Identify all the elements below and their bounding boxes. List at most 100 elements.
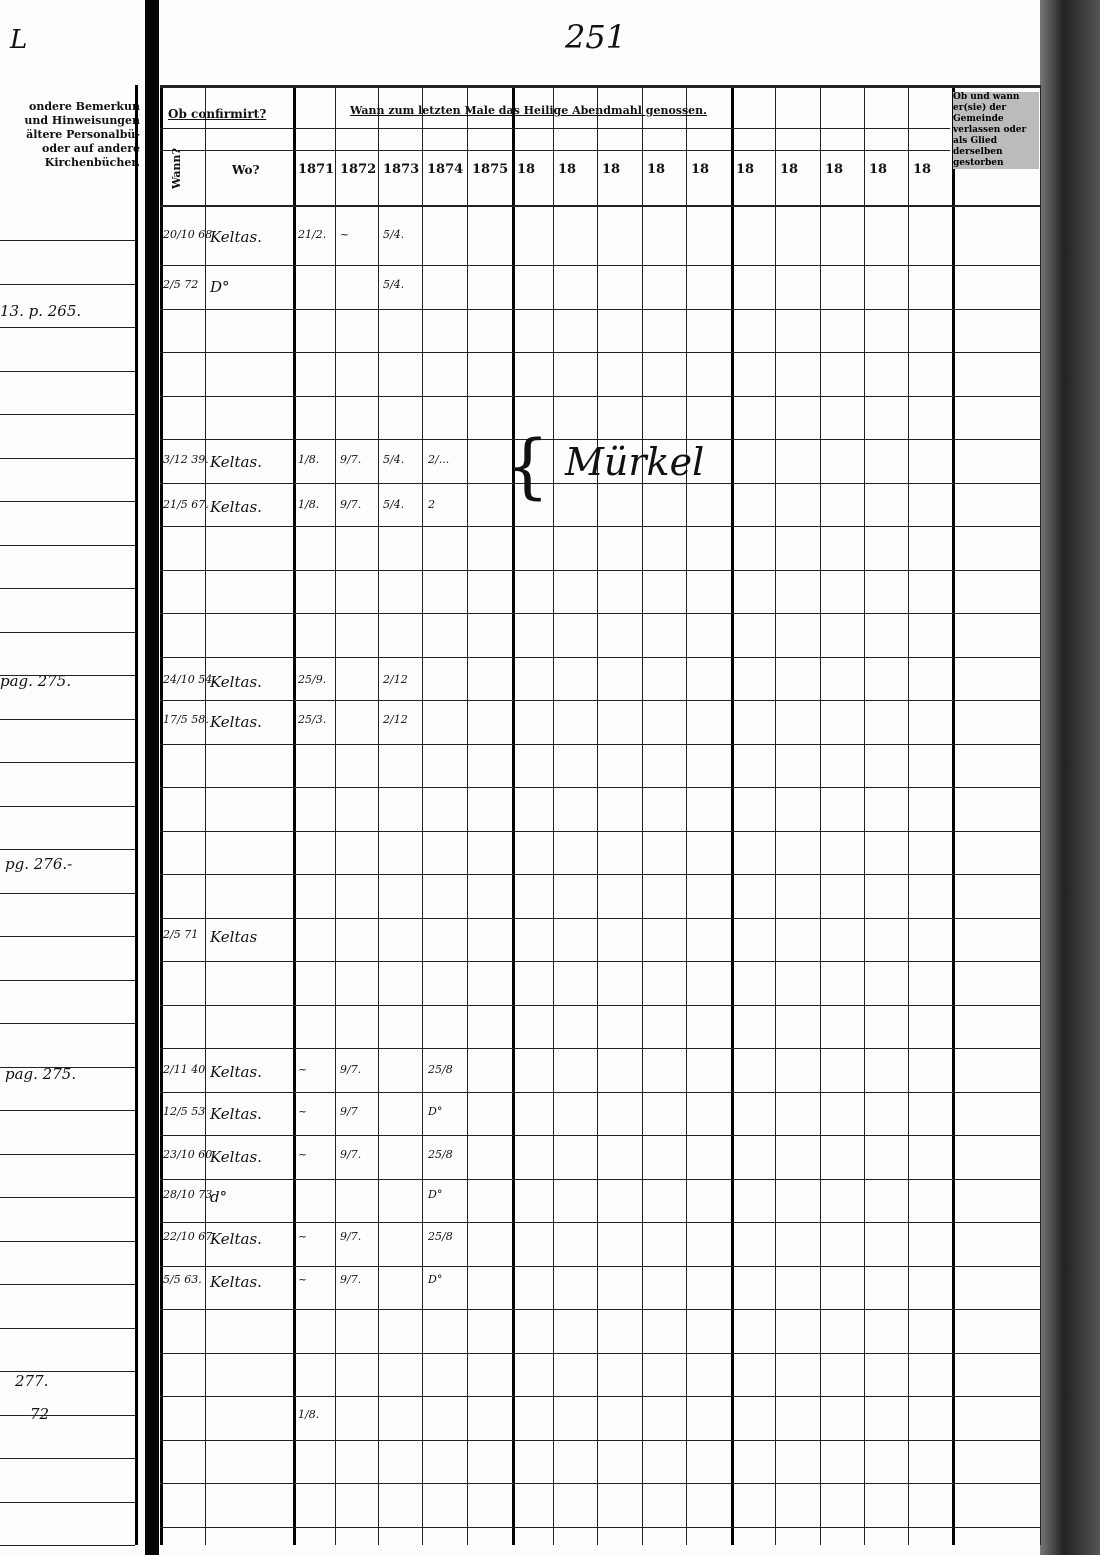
year-column-header: 18 — [647, 162, 666, 177]
confirmation-place: Keltas. — [210, 673, 262, 691]
left-row-line — [0, 327, 135, 328]
row-line — [160, 439, 1040, 440]
row-line — [160, 700, 1040, 701]
row-line — [160, 787, 1040, 788]
left-row-line — [0, 1197, 135, 1198]
grid-column-line — [642, 85, 643, 1545]
left-row-line — [0, 1067, 135, 1068]
confirmation-date: 23/10 60. — [163, 1148, 216, 1161]
header-rule — [160, 205, 1040, 207]
left-row-line — [0, 1371, 135, 1372]
communion-date: ~ — [298, 1230, 308, 1243]
confirmation-place: Keltas. — [210, 1230, 262, 1248]
left-row-line — [0, 675, 135, 676]
confirmation-place: Keltas. — [210, 1273, 262, 1291]
left-congregation-header: Ob und wann er(sie) der Gemeinde verlass… — [953, 92, 1039, 169]
year-column-header: 1873 — [383, 162, 420, 177]
confirmation-date: 2/11 40 — [163, 1063, 206, 1076]
communion-date: 1/8. — [298, 1408, 320, 1421]
left-row-line — [0, 1415, 135, 1416]
left-row-line — [0, 240, 135, 241]
row-line — [160, 874, 1040, 875]
communion-date: 25/8 — [428, 1063, 453, 1076]
header-line: Kirchenbücher. — [44, 156, 140, 169]
communion-date: 25/8 — [428, 1230, 453, 1243]
communion-date: 1/8. — [298, 498, 320, 511]
communion-date: ~ — [298, 1063, 308, 1076]
row-line — [160, 1483, 1040, 1484]
row-line — [160, 1092, 1040, 1093]
grid-column-line — [553, 85, 554, 1545]
confirmation-place: Keltas. — [210, 1148, 262, 1166]
left-row-line — [0, 1110, 135, 1111]
year-column-header: 1875 — [472, 162, 509, 177]
year-column-header: 18 — [602, 162, 621, 177]
row-line — [160, 526, 1040, 527]
communion-date: 25/9. — [298, 673, 327, 686]
where-header: Wo? — [232, 163, 260, 177]
row-line — [160, 1309, 1040, 1310]
confirmed-header: Ob confirmirt? — [168, 107, 267, 121]
communion-date: 5/4. — [383, 453, 405, 466]
left-border — [135, 85, 138, 1545]
left-row-line — [0, 501, 135, 502]
left-row-line — [0, 414, 135, 415]
grid-column-line — [160, 85, 163, 1545]
confirmation-place: Keltas. — [210, 498, 262, 516]
year-column-header: 1871 — [298, 162, 335, 177]
left-row-line — [0, 893, 135, 894]
communion-date: 9/7. — [340, 1063, 362, 1076]
communion-date: 9/7. — [340, 1273, 362, 1286]
header-line: oder auf andere — [42, 142, 140, 155]
left-note: pg. 276.- — [5, 855, 73, 873]
header-line: ondere Bemerkun — [29, 100, 140, 113]
page-number: 251 — [565, 18, 627, 56]
confirmation-date: 17/5 58. — [163, 713, 209, 726]
grid-column-line — [908, 85, 909, 1545]
row-line — [160, 1266, 1040, 1267]
row-line — [160, 265, 1040, 266]
left-row-line — [0, 849, 135, 850]
header-rule — [160, 150, 950, 151]
left-row-line — [0, 762, 135, 763]
communion-date: D° — [428, 1105, 443, 1118]
row-line — [160, 1048, 1040, 1049]
confirmation-place: Keltas. — [210, 1063, 262, 1081]
communion-date: D° — [428, 1188, 443, 1201]
left-row-line — [0, 1458, 135, 1459]
row-line — [160, 483, 1040, 484]
confirmation-date: 22/10 67. — [163, 1230, 216, 1243]
header-rule — [160, 128, 950, 129]
left-row-line — [0, 936, 135, 937]
left-row-line — [0, 1023, 135, 1024]
communion-date: 25/3. — [298, 713, 327, 726]
confirmation-date: 2/5 72 — [163, 278, 199, 291]
confirmation-place: D° — [210, 278, 230, 296]
confirmation-date: 12/5 53 — [163, 1105, 206, 1118]
left-row-line — [0, 458, 135, 459]
left-note: 277. — [15, 1372, 49, 1390]
communion-date: ~ — [298, 1273, 308, 1286]
communion-date: D° — [428, 1273, 443, 1286]
left-top-mark: L — [10, 25, 28, 55]
left-row-line — [0, 806, 135, 807]
when-header: Wann? — [170, 148, 183, 189]
grid-column-line — [422, 85, 423, 1545]
confirmation-place: d° — [210, 1188, 228, 1206]
grid-column-line — [512, 85, 515, 1545]
left-note: pag. 275. — [0, 672, 72, 690]
communion-date: 5/4. — [383, 228, 405, 241]
confirmation-place: Keltas — [210, 928, 258, 946]
left-row-line — [0, 980, 135, 981]
bracket-mark: { — [505, 425, 550, 507]
communion-date: 9/7. — [340, 1148, 362, 1161]
confirmation-place: Keltas. — [210, 713, 262, 731]
row-line — [160, 1527, 1040, 1528]
header-line: und Hinweisungen — [24, 114, 140, 127]
left-row-line — [0, 588, 135, 589]
header-line: ältere Personalbü- — [26, 128, 140, 141]
confirmation-place: Keltas. — [210, 228, 262, 246]
grid-column-line — [293, 85, 296, 1545]
communion-date: 2/12 — [383, 713, 408, 726]
communion-date: 5/4. — [383, 278, 405, 291]
